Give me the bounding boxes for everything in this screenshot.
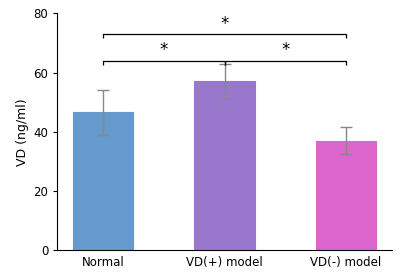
Text: *: * (281, 41, 290, 59)
Bar (72, 112, 133, 250)
Text: *: * (220, 15, 229, 33)
Text: *: * (160, 41, 168, 59)
Y-axis label: VD (ng/ml): VD (ng/ml) (16, 98, 29, 166)
Bar (316, 141, 376, 250)
Bar (194, 81, 255, 250)
